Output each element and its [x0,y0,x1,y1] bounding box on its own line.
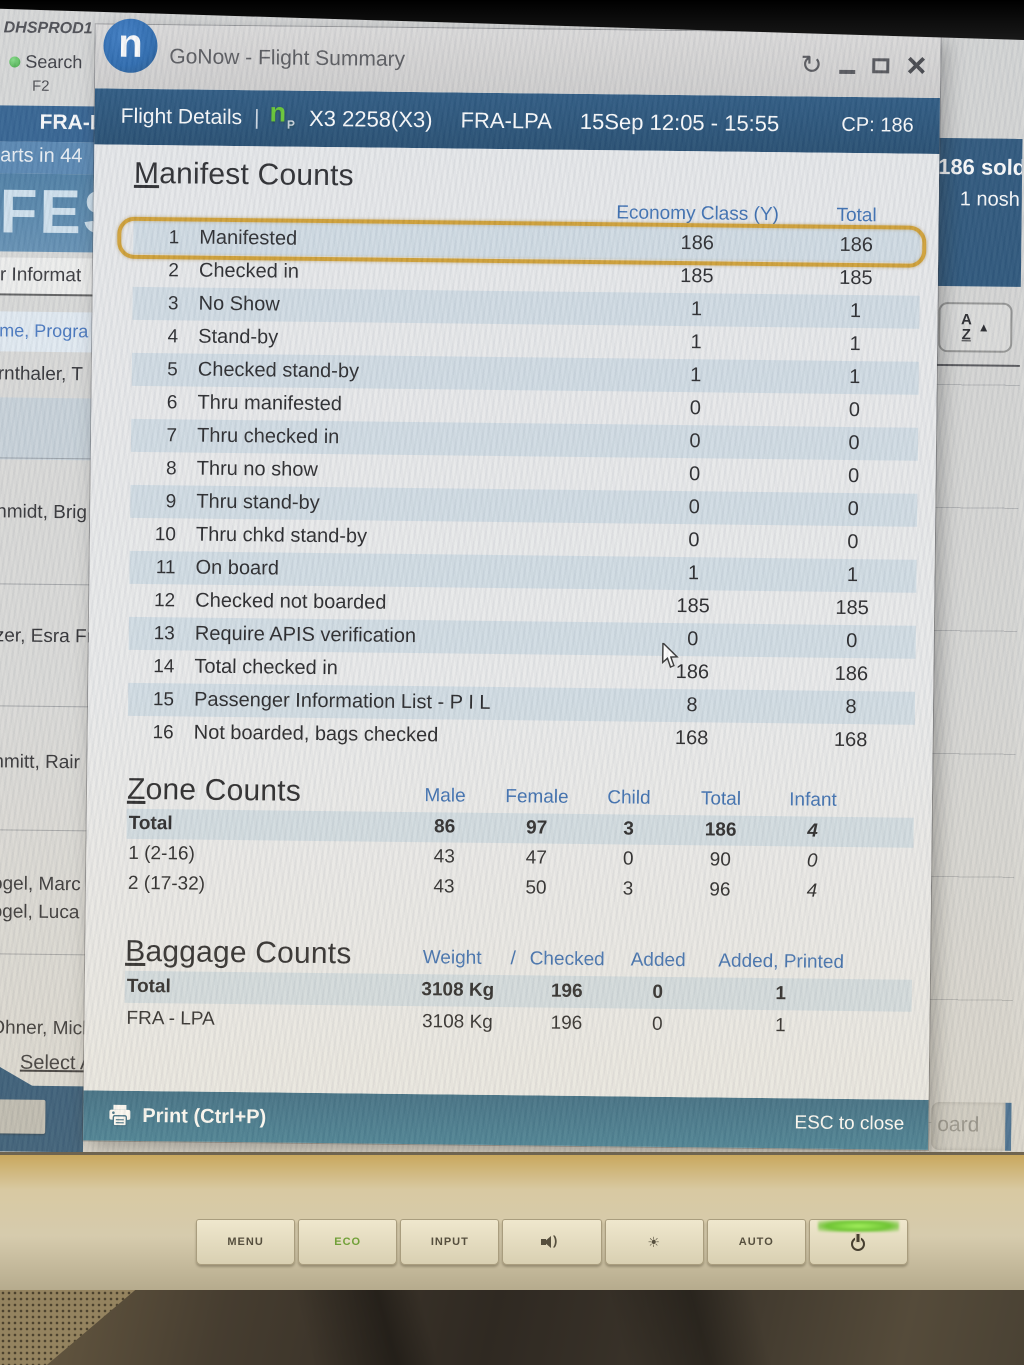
flight-datetime: 15Sep 12:05 - 15:55 [579,108,780,137]
button-edge [1005,1102,1012,1151]
female-column-header: Female [505,786,569,808]
economy-class-column-header: Economy Class (Y) [616,202,780,226]
refresh-icon[interactable]: ↻ [800,49,823,80]
flight-details-label: Flight Details [120,104,243,130]
gonow-logo-icon: n [103,18,158,74]
sort-ascending-icon: ▲ [977,320,990,335]
added-printed-column-header: Added, Printed [718,950,845,973]
separator: | [253,106,260,130]
mouse-cursor [660,641,680,674]
board-button[interactable]: oard [931,1101,1006,1151]
monitor-volume-button: ) [502,1219,602,1265]
status-dot-icon [9,56,21,68]
male-column-header: Male [424,785,466,807]
print-label: Print (Ctrl+P) [142,1104,267,1128]
checked-column-header: Checked [529,948,605,971]
infant-column-header: Infant [789,789,837,811]
monitor-menu-button: MENU [196,1219,296,1265]
zone-counts-title: Zone Counts [126,772,302,808]
monitor-eco-button: ECO [298,1219,398,1265]
close-icon[interactable]: × [906,46,927,85]
noshow-count: 1 nosh [959,188,1020,211]
weight-column-header: Weight [422,947,482,969]
monitor-power-button [808,1219,908,1265]
brightness-icon: ☀ [647,1233,661,1250]
baggage-counts-title: Baggage Counts [125,934,352,971]
monitor-input-button: INPUT [400,1219,500,1265]
sold-count: 186 sold [938,153,1023,180]
monitor-auto-button: AUTO [706,1219,806,1265]
total-column-header: Total [836,204,877,227]
minimize-icon[interactable] [839,69,856,75]
environment-label: DHSPROD1 [3,19,93,38]
printer-icon [109,1104,131,1127]
window-title: GoNow - Flight Summary [169,45,406,71]
flight-summary-dialog: n GoNow - Flight Summary ↻ × Flight Deta… [83,18,941,1150]
monitor-brightness-button: ☀ [604,1219,704,1265]
flight-stats-panel: 186 sold 1 nosh [932,137,1023,287]
desk-surface [0,1290,1024,1365]
flight-route: FRA-LPA [460,107,552,134]
dialog-titlebar: n GoNow - Flight Summary ↻ × [94,18,941,98]
child-column-header: Child [607,787,651,809]
screen: DHSPROD1 Search F2 FRA-L arts in 44 FES … [0,0,1024,1152]
monitor-bezel: MENU ECO INPUT ) ☀ AUTO [0,1152,1024,1290]
maximize-icon[interactable] [872,57,890,73]
dialog-footer: Print (Ctrl+P) ESC to close [83,1090,929,1150]
added-column-header: Added [630,949,686,972]
capacity-label: CP: 186 [841,113,914,137]
granite-countertop [0,1290,136,1365]
power-icon [851,1236,866,1251]
speaker-icon: ) [540,1233,563,1249]
print-button[interactable]: Print (Ctrl+P) [107,1104,266,1129]
carrier-logo-icon: nP [269,97,296,132]
flight-details-bar: Flight Details | nP X3 2258(X3) FRA-LPA … [94,88,940,154]
flight-number: X3 2258(X3) [308,105,433,133]
search-control[interactable]: Search [9,51,82,73]
slash-separator: / [510,948,516,970]
f2-shortcut-label: F2 [31,77,50,95]
divider [931,363,1020,367]
search-label: Search [25,51,83,73]
total-column-header: Total [700,788,742,810]
esc-to-close-label: ESC to close [794,1112,905,1135]
dialog-content: Manifest Counts Economy Class (Y) Total … [83,144,940,1100]
toolbar-button[interactable] [0,1099,46,1134]
